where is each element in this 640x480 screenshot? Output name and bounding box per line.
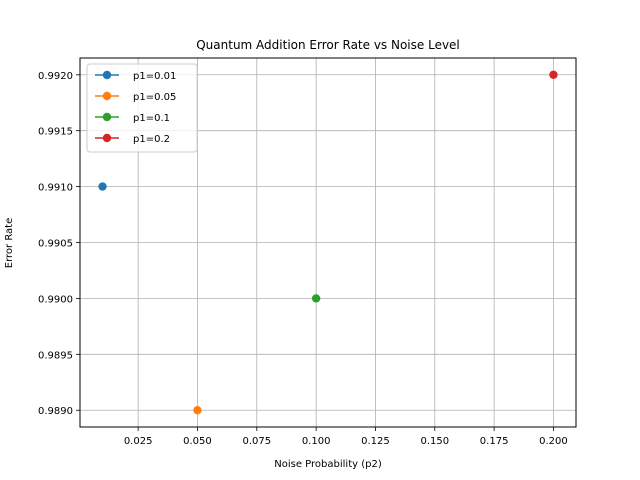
legend: p1=0.01 p1=0.05 p1=0.1 p1=0.2 <box>86 63 198 153</box>
x-tick-label: 0.100 <box>302 436 331 447</box>
legend-box <box>86 63 198 153</box>
legend-entry-label: p1=0.1 <box>133 113 170 124</box>
legend-marker <box>102 112 112 122</box>
data-points <box>98 70 558 415</box>
y-tick-label: 0.9905 <box>38 239 73 250</box>
data-point-series-1 <box>98 182 107 191</box>
x-tick-label: 0.075 <box>242 436 271 447</box>
data-point-series-3 <box>311 294 321 303</box>
x-tick-label: 0.025 <box>124 436 153 447</box>
y-axis-ticks: 0.9890 0.9895 0.9900 0.9905 0.9910 0.9915 0.99… <box>38 71 80 417</box>
y-tick-label: 0.9890 <box>38 406 73 417</box>
y-tick-label: 0.9910 <box>38 183 73 194</box>
y-tick-label: 0.9900 <box>38 294 73 305</box>
grid <box>80 58 576 427</box>
y-axis-label: Error Rate <box>4 218 15 268</box>
y-tick-label: 0.9915 <box>38 127 73 138</box>
data-point-series-2 <box>193 406 202 415</box>
x-tick-label: 0.150 <box>420 436 449 447</box>
x-tick-label: 0.200 <box>539 436 568 447</box>
x-axis-ticks: 0.025 0.050 0.075 0.100 0.125 0.150 0.175 0.200 <box>124 427 568 447</box>
y-tick-label: 0.9920 <box>38 71 73 82</box>
data-point-series-4 <box>549 70 558 79</box>
legend-marker <box>102 133 112 143</box>
chart-title: Quantum Addition Error Rate vs Noise Lev… <box>196 38 460 52</box>
x-axis-label: Noise Probability (p2) <box>274 459 382 470</box>
legend-marker <box>102 70 112 80</box>
y-tick-label: 0.9895 <box>38 350 73 361</box>
legend-marker <box>102 91 112 101</box>
legend-entry-label: p1=0.05 <box>133 92 176 103</box>
legend-entry-label: p1=0.01 <box>133 71 176 82</box>
x-tick-label: 0.050 <box>183 436 212 447</box>
legend-entry-label: p1=0.2 <box>133 134 170 145</box>
x-tick-label: 0.175 <box>480 436 509 447</box>
x-tick-label: 0.125 <box>361 436 390 447</box>
